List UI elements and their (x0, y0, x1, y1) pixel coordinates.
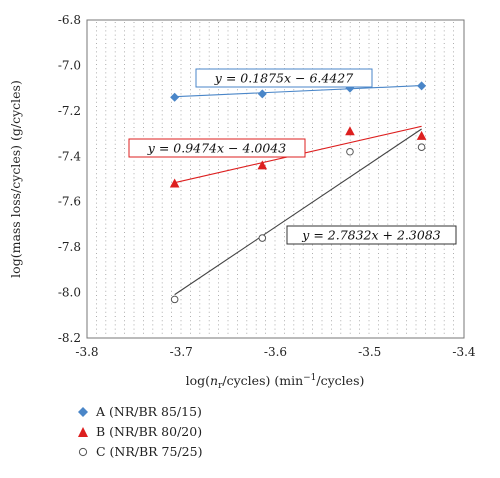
legend-label-b: B (NR/BR 80/20) (96, 424, 203, 439)
y-tick-label: -7.8 (58, 240, 81, 254)
fit-line-1 (174, 85, 422, 98)
data-points (169, 81, 427, 304)
legend-item-c: C (NR/BR 75/25) (70, 442, 202, 462)
point-a (417, 81, 427, 91)
y-tick-label: -7.0 (58, 58, 81, 72)
legend-label-a: A (NR/BR 85/15) (96, 404, 202, 419)
x-tick-label: -3.4 (452, 345, 476, 359)
y-tick-label: -8.2 (58, 331, 81, 345)
equation-box-1 (195, 68, 373, 88)
equation-text-1: y = 0.1875x − 6.4427 (214, 71, 353, 86)
point-c (346, 147, 354, 156)
legend-label-c: C (NR/BR 75/25) (96, 444, 203, 459)
point-a (257, 89, 267, 99)
y-tick-label: -6.8 (58, 13, 81, 27)
equation-text-3: y = 2.7832x + 2.3083 (301, 228, 440, 243)
x-tick-label: -3.5 (358, 345, 381, 359)
x-label-part-1: log( (186, 373, 210, 388)
legend-item-b: B (NR/BR 80/20) (70, 422, 202, 442)
legend-item-a: A (NR/BR 85/15) (70, 402, 202, 422)
triangle-icon (70, 426, 96, 438)
fit-line-3 (174, 128, 422, 296)
y-tick-label: -8.0 (58, 286, 81, 300)
x-label-part-5: −1 (303, 373, 316, 383)
x-label-part-4: /cycles) (min (222, 373, 303, 388)
equations: y = 0.1875x − 6.4427 y = 0.9474x − 4.0043… (128, 68, 457, 245)
point-a (170, 92, 180, 102)
x-tick-label: -3.8 (75, 345, 98, 359)
y-tick-label: -7.4 (58, 149, 82, 163)
point-b (169, 178, 180, 188)
x-axis-label: log(nr/cycles) (min−1/cycles) (186, 373, 365, 391)
point-b (416, 130, 427, 140)
x-tick-label: -3.6 (264, 345, 287, 359)
x-tick-label: -3.7 (170, 345, 193, 359)
x-label-part-3: r (218, 381, 223, 391)
y-tick-label: -7.2 (58, 104, 81, 118)
equation-box-2 (128, 138, 306, 158)
equation-text-2: y = 0.9474x − 4.0043 (147, 141, 286, 156)
point-c (258, 234, 267, 242)
legend: A (NR/BR 85/15) B (NR/BR 80/20) C (NR/BR… (70, 402, 202, 462)
equation-box-3 (286, 225, 457, 245)
plot-area (86, 19, 465, 339)
y-axis-label: log(mass loss/cycles) (g/cycles) (8, 80, 23, 278)
point-b (345, 126, 355, 136)
point-c (170, 295, 179, 304)
tick-labels: -3.8 -3.7 -3.6 -3.5 -3.4 -6.8 -7.0 -7.2 -7.4 -7.6… (58, 13, 476, 359)
point-c (417, 143, 426, 151)
circle-icon (70, 446, 96, 458)
y-tick-label: -7.6 (58, 195, 81, 209)
diamond-icon (70, 406, 96, 418)
x-label-part-2: n (210, 373, 218, 388)
x-label-part-6: /cycles) (316, 373, 364, 388)
chart: -3.8 -3.7 -3.6 -3.5 -3.4 -6.8 -7.0 -7.2 -7.4 -7.6… (8, 13, 476, 391)
point-b (257, 160, 268, 170)
